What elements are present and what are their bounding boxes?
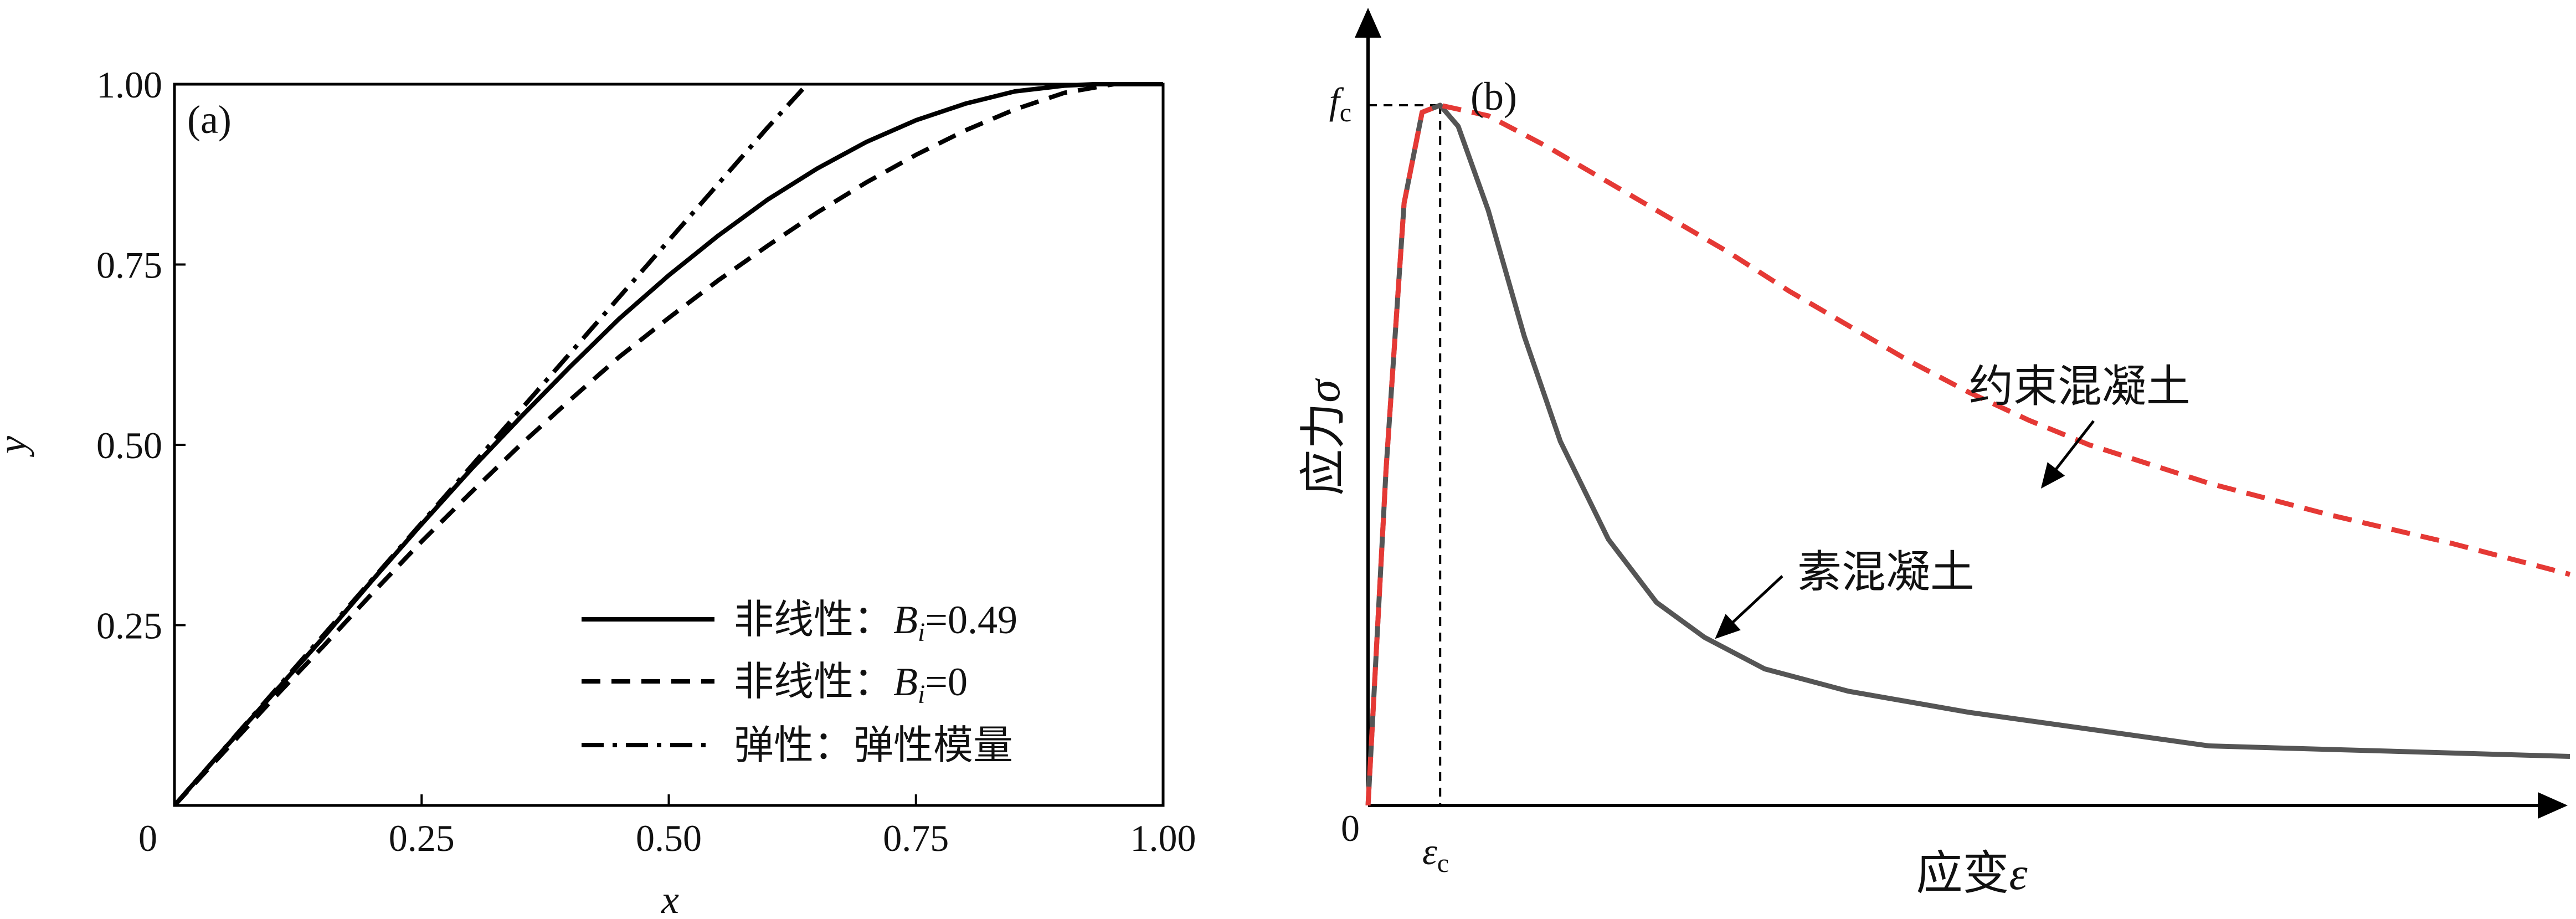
panel-a-ticks xyxy=(173,83,1164,805)
x-title-cn: 应变 xyxy=(1916,848,2009,900)
legend-prefix: 非线性： xyxy=(734,660,893,704)
legend-sub: i xyxy=(918,618,925,647)
annotation-confined-concrete: 约束混凝土 xyxy=(1969,363,2191,412)
x-tick-label: 0 xyxy=(138,817,157,859)
legend-prefix: 弹性：弹性模量 xyxy=(734,723,1013,768)
panel-a-frame xyxy=(173,83,1165,807)
series-line-1 xyxy=(1365,102,2570,806)
y-tick-label: 0.75 xyxy=(96,244,162,286)
legend-var: B xyxy=(893,598,918,642)
legend-var: B xyxy=(893,660,918,704)
legend-prefix: 非线性： xyxy=(734,598,893,642)
y-title-sym: σ xyxy=(1298,378,1350,403)
peak-strain-label: εc xyxy=(1422,830,1449,878)
legend-entry-2: 非线性：Bi=0 xyxy=(734,660,968,709)
peak-strain-sub: c xyxy=(1437,849,1449,878)
panel-b-origin-label: 0 xyxy=(1341,807,1360,849)
y-tick-label: 0.25 xyxy=(96,605,162,647)
panel-b-chart: 0 (b) fc εc 应变ε 应力σ 约束混凝土 素混凝土 xyxy=(1298,8,2571,900)
panel-b-tag: (b) xyxy=(1470,74,1517,119)
legend-val: =0.49 xyxy=(925,598,1017,642)
y-title-cn: 应力 xyxy=(1298,403,1350,496)
legend-sub: i xyxy=(918,680,925,709)
series-line-2 xyxy=(1365,102,2571,806)
legend-val: =0 xyxy=(925,660,968,704)
series-line-2 xyxy=(173,82,1114,807)
panel-a-y-axis-title: y xyxy=(0,436,34,458)
series-line-1 xyxy=(172,82,1163,807)
y-tick-label: 1.00 xyxy=(96,64,162,106)
annotation-confined-arrow xyxy=(2040,420,2095,489)
peak-strain-main: ε xyxy=(1422,830,1437,872)
x-tick-label: 0.50 xyxy=(636,817,702,859)
annotation-plain-arrow xyxy=(1715,575,1783,639)
y-tick-label: 0.50 xyxy=(96,424,162,466)
x-title-sym: ε xyxy=(2009,848,2028,900)
panel-a-series xyxy=(172,82,1163,807)
legend-entry-3: 弹性：弹性模量 xyxy=(734,723,1013,768)
peak-stress-label: fc xyxy=(1329,80,1351,127)
panel-a-x-axis-title: x xyxy=(661,877,679,919)
panel-a-tick-labels: 0 0.25 0.50 0.75 1.00 0.25 0.50 0.75 1.00 xyxy=(96,64,1196,859)
x-tick-label: 0.75 xyxy=(883,817,949,859)
panel-b-y-axis-title: 应力σ xyxy=(1298,378,1350,496)
panel-b-series xyxy=(1365,102,2571,806)
x-tick-label: 0.25 xyxy=(389,817,455,859)
annotation-plain-concrete: 素混凝土 xyxy=(1797,548,1975,597)
panel-a-tag: (a) xyxy=(187,97,232,142)
panel-b-x-axis-title: 应变ε xyxy=(1916,848,2028,900)
legend-entry-1: 非线性：Bi=0.49 xyxy=(734,598,1017,647)
x-tick-label: 1.00 xyxy=(1130,817,1196,859)
series-line-3 xyxy=(172,83,809,807)
panel-b-peak-guides xyxy=(1368,104,1442,805)
panel-a-chart: 0 0.25 0.50 0.75 1.000.250.500.751.00 (a) x … xyxy=(0,64,1196,919)
peak-stress-sub: c xyxy=(1340,98,1351,127)
